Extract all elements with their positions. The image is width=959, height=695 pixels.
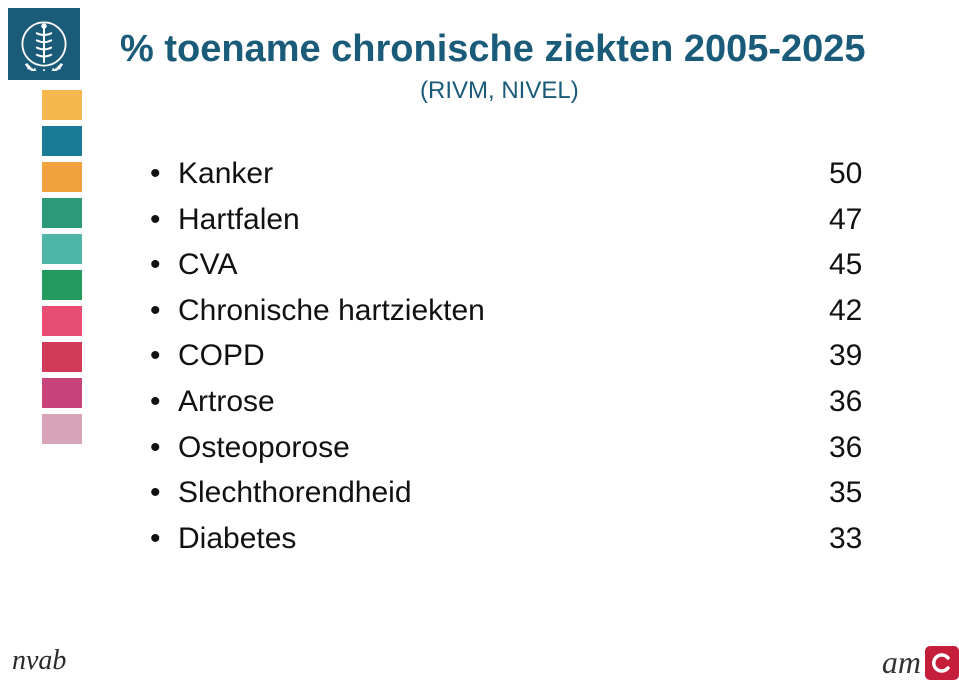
list-item-label: Diabetes bbox=[178, 516, 829, 562]
list-item-value: 39 bbox=[829, 333, 929, 379]
amc-logo: am bbox=[882, 644, 959, 681]
list-item: •Kanker50 bbox=[150, 151, 929, 197]
color-block bbox=[42, 378, 82, 408]
amc-logo-text: am bbox=[882, 644, 921, 681]
data-list: •Kanker50•Hartfalen47•CVA45•Chronische h… bbox=[150, 151, 929, 561]
bullet-icon: • bbox=[150, 151, 178, 197]
list-item: •Chronische hartziekten42 bbox=[150, 288, 929, 334]
list-item-label: Slechthorendheid bbox=[178, 470, 829, 516]
list-item: •Artrose36 bbox=[150, 379, 929, 425]
bullet-icon: • bbox=[150, 197, 178, 243]
list-item-value: 35 bbox=[829, 470, 929, 516]
list-item: •Osteoporose36 bbox=[150, 425, 929, 471]
list-item-value: 33 bbox=[829, 516, 929, 562]
color-block bbox=[42, 234, 82, 264]
bullet-icon: • bbox=[150, 288, 178, 334]
sidebar-color-blocks bbox=[42, 90, 82, 450]
list-item-label: Osteoporose bbox=[178, 425, 829, 471]
amc-c-icon bbox=[930, 651, 954, 675]
color-block bbox=[42, 342, 82, 372]
list-item: •COPD39 bbox=[150, 333, 929, 379]
list-item-label: CVA bbox=[178, 242, 829, 288]
list-item-value: 36 bbox=[829, 425, 929, 471]
list-item-value: 42 bbox=[829, 288, 929, 334]
amc-logo-box bbox=[925, 646, 959, 680]
list-item-label: Kanker bbox=[178, 151, 829, 197]
list-item-value: 50 bbox=[829, 151, 929, 197]
list-item: •Diabetes33 bbox=[150, 516, 929, 562]
bullet-icon: • bbox=[150, 333, 178, 379]
list-item-label: Artrose bbox=[178, 379, 829, 425]
list-item: •Hartfalen47 bbox=[150, 197, 929, 243]
caduceus-icon bbox=[17, 17, 71, 71]
list-item: •CVA45 bbox=[150, 242, 929, 288]
color-block bbox=[42, 162, 82, 192]
bullet-icon: • bbox=[150, 379, 178, 425]
bullet-icon: • bbox=[150, 425, 178, 471]
sidebar bbox=[8, 0, 84, 695]
color-block bbox=[42, 90, 82, 120]
color-block bbox=[42, 198, 82, 228]
list-item: •Slechthorendheid35 bbox=[150, 470, 929, 516]
slide-content: % toename chronische ziekten 2005-2025 (… bbox=[120, 28, 929, 561]
color-block bbox=[42, 414, 82, 444]
color-block bbox=[42, 306, 82, 336]
slide-subtitle: (RIVM, NIVEL) bbox=[420, 77, 929, 105]
list-item-value: 36 bbox=[829, 379, 929, 425]
org-logo-top bbox=[8, 8, 80, 80]
list-item-label: Hartfalen bbox=[178, 197, 829, 243]
slide-title: % toename chronische ziekten 2005-2025 bbox=[120, 28, 929, 71]
list-item-value: 47 bbox=[829, 197, 929, 243]
color-block bbox=[42, 126, 82, 156]
bullet-icon: • bbox=[150, 516, 178, 562]
list-item-value: 45 bbox=[829, 242, 929, 288]
nvab-logo: nvab bbox=[12, 645, 66, 677]
color-block bbox=[42, 270, 82, 300]
list-item-label: COPD bbox=[178, 333, 829, 379]
list-item-label: Chronische hartziekten bbox=[178, 288, 829, 334]
bullet-icon: • bbox=[150, 470, 178, 516]
bullet-icon: • bbox=[150, 242, 178, 288]
